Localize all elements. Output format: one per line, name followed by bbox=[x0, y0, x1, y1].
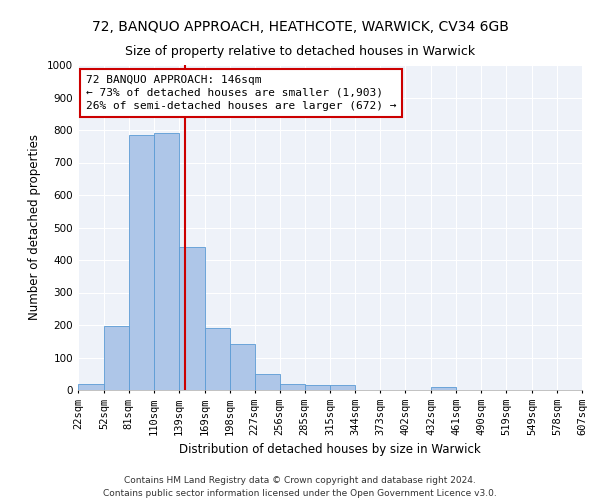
Bar bbox=[129, 135, 154, 390]
Bar bbox=[305, 386, 331, 390]
Y-axis label: Number of detached properties: Number of detached properties bbox=[28, 134, 41, 320]
X-axis label: Distribution of detached houses by size in Warwick: Distribution of detached houses by size … bbox=[179, 444, 481, 456]
Bar bbox=[179, 247, 205, 390]
Bar bbox=[280, 384, 305, 390]
Bar bbox=[78, 384, 104, 390]
Bar bbox=[104, 326, 129, 390]
Text: Contains HM Land Registry data © Crown copyright and database right 2024.
Contai: Contains HM Land Registry data © Crown c… bbox=[103, 476, 497, 498]
Bar bbox=[205, 328, 230, 390]
Text: 72, BANQUO APPROACH, HEATHCOTE, WARWICK, CV34 6GB: 72, BANQUO APPROACH, HEATHCOTE, WARWICK,… bbox=[92, 20, 508, 34]
Text: 72 BANQUO APPROACH: 146sqm
← 73% of detached houses are smaller (1,903)
26% of s: 72 BANQUO APPROACH: 146sqm ← 73% of deta… bbox=[86, 74, 396, 111]
Text: Size of property relative to detached houses in Warwick: Size of property relative to detached ho… bbox=[125, 45, 475, 58]
Bar bbox=[431, 387, 456, 390]
Bar bbox=[230, 344, 254, 390]
Bar bbox=[254, 374, 280, 390]
Bar bbox=[331, 386, 355, 390]
Bar bbox=[154, 133, 179, 390]
